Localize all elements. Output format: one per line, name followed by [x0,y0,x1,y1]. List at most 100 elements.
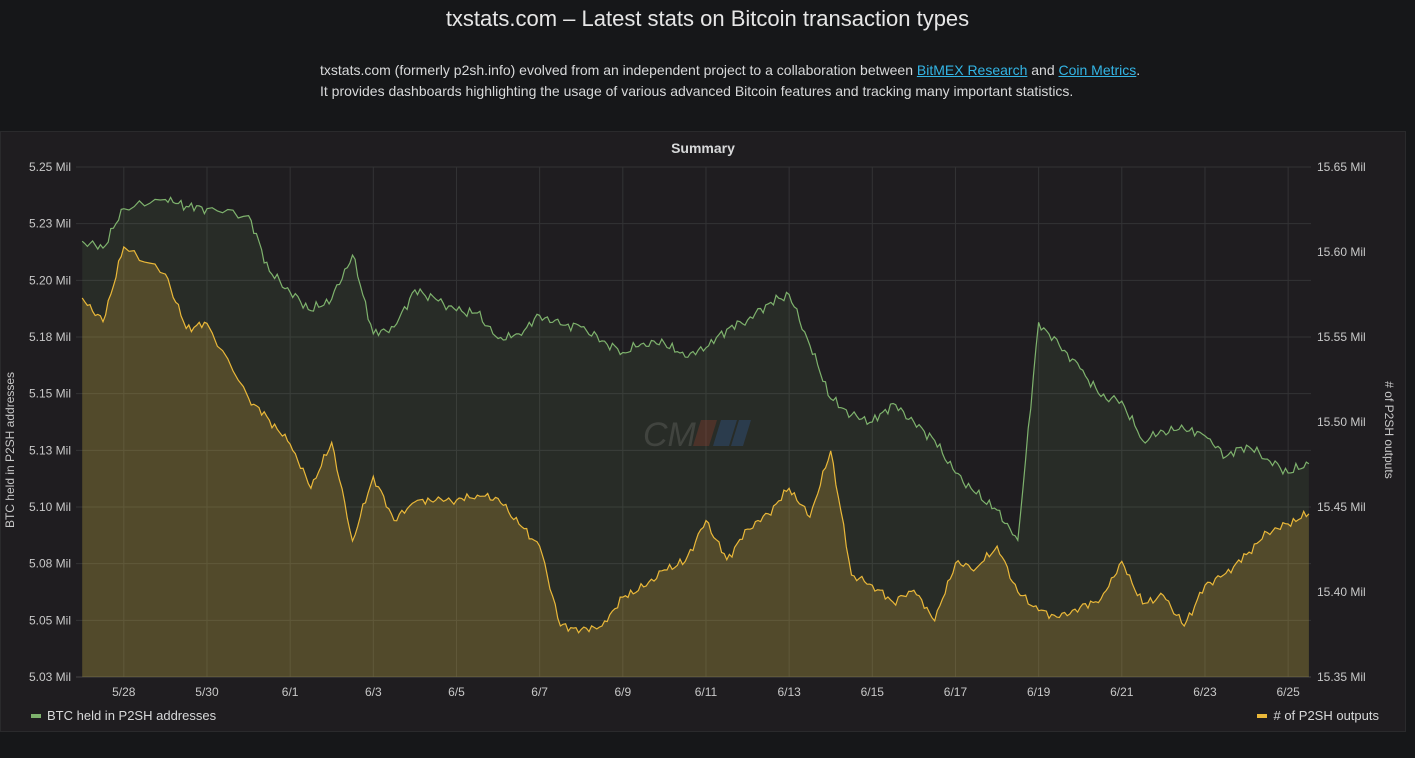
series-point [684,356,686,358]
series-point [372,475,374,477]
series-point [1121,400,1123,402]
series-point [642,586,644,588]
left-tick-label: 5.18 Mil [29,330,71,344]
legend-label-btc-held: BTC held in P2SH addresses [47,708,217,723]
series-point [1225,572,1227,574]
legend-item-p2sh-outputs[interactable]: # of P2SH outputs [1257,708,1379,723]
legend-item-btc-held[interactable]: BTC held in P2SH addresses [31,708,216,723]
series-point [1266,458,1268,460]
x-tick-label: 6/23 [1193,685,1217,699]
legend-label-p2sh-outputs: # of P2SH outputs [1273,708,1379,723]
series-point [1141,439,1143,441]
series-point [726,328,728,330]
series-point [538,314,540,316]
series-point [81,240,83,242]
series-point [601,340,603,342]
series-point [1058,616,1060,618]
coin-metrics-link[interactable]: Coin Metrics [1058,62,1137,78]
right-axis-label: # of P2SH outputs [1382,381,1396,478]
series-point [684,560,686,562]
coin-metrics-logo-mark-blue-2 [731,420,751,446]
intro-and: and [1027,62,1059,78]
series-point [310,487,312,489]
series-line [81,245,1310,634]
series-point [622,596,624,598]
coin-metrics-logo-mark-blue-1 [713,420,737,446]
series-point [830,450,832,452]
summary-panel: Summary CM 5.03 Mil 5.05 Mil 5.08 Mil 5.10 … [0,131,1406,732]
right-tick-label: 15.45 Mil [1317,500,1366,514]
x-tick-label: 6/3 [365,685,382,699]
series-point [892,402,894,404]
series-point [1100,598,1102,600]
series-p2sh-outputs [81,245,1310,677]
x-tick-label: 6/17 [944,685,968,699]
series-point [746,528,748,530]
series-point [1017,591,1019,593]
series-point [435,298,437,300]
x-axis-ticks: 5/28 5/30 6/1 6/3 6/5 6/7 6/9 6/11 6/13 6/15 6/17 6… [112,685,1300,699]
summary-chart[interactable]: CM 5.03 Mil 5.05 Mil 5.08 Mil 5.10 Mil 5.13 … [1,132,1405,731]
legend-swatch-yellow [1257,713,1268,718]
series-point [102,247,104,249]
series-point [351,540,353,542]
series-point [622,351,624,353]
x-tick-label: 6/19 [1027,685,1051,699]
bitmex-research-link[interactable]: BitMEX Research [916,62,1028,78]
series-point [705,347,707,349]
series-point [996,509,998,511]
right-tick-label: 15.60 Mil [1317,245,1366,259]
right-tick-label: 15.35 Mil [1317,670,1366,684]
series-point [726,559,728,561]
series-point [788,293,790,295]
series-point [1308,513,1310,515]
x-tick-label: 6/11 [695,685,718,699]
series-point [809,344,811,346]
right-tick-label: 15.55 Mil [1317,330,1366,344]
series-point [455,310,457,312]
series-point [954,562,956,564]
x-tick-label: 5/30 [195,685,219,699]
right-tick-label: 15.65 Mil [1317,160,1366,174]
series-point [331,298,333,300]
series-point [123,246,125,248]
series-point [1017,539,1019,541]
legend-swatch-green [31,713,41,718]
series-point [1204,584,1206,586]
series-point [1308,463,1310,465]
series-point [809,516,811,518]
left-tick-label: 5.08 Mil [29,557,71,571]
series-point [185,205,187,207]
x-tick-label: 6/1 [282,685,299,699]
series-point [996,545,998,547]
series-point [830,398,832,400]
series-point [1058,344,1060,346]
series-point [1287,523,1289,525]
series-point [559,323,561,325]
series-point [663,569,665,571]
series-point [767,303,769,305]
x-tick-label: 6/15 [861,685,885,699]
series-point [1079,368,1081,370]
series-point [871,421,873,423]
series-point [1204,435,1206,437]
series-point [954,472,956,474]
series-point [372,333,374,335]
series-point [1079,606,1081,608]
panel-title[interactable]: Summary [671,140,735,156]
x-tick-label: 6/9 [614,685,631,699]
series-point [746,319,748,321]
series-point [1141,603,1143,605]
intro-line-2: It provides dashboards highlighting the … [320,83,1074,99]
intro-line-1: txstats.com (formerly p2sh.info) evolved… [320,60,1320,81]
coin-metrics-logo-mark-red [693,420,717,446]
series-point [331,441,333,443]
series-line [81,196,1310,543]
series-point [185,327,187,329]
series-point [1183,428,1185,430]
series-point [580,326,582,328]
series-point [1245,444,1247,446]
series-point [850,574,852,576]
intro-line-1-pre: txstats.com (formerly p2sh.info) evolved… [320,62,917,78]
coin-metrics-logo-text: CM [643,416,697,454]
